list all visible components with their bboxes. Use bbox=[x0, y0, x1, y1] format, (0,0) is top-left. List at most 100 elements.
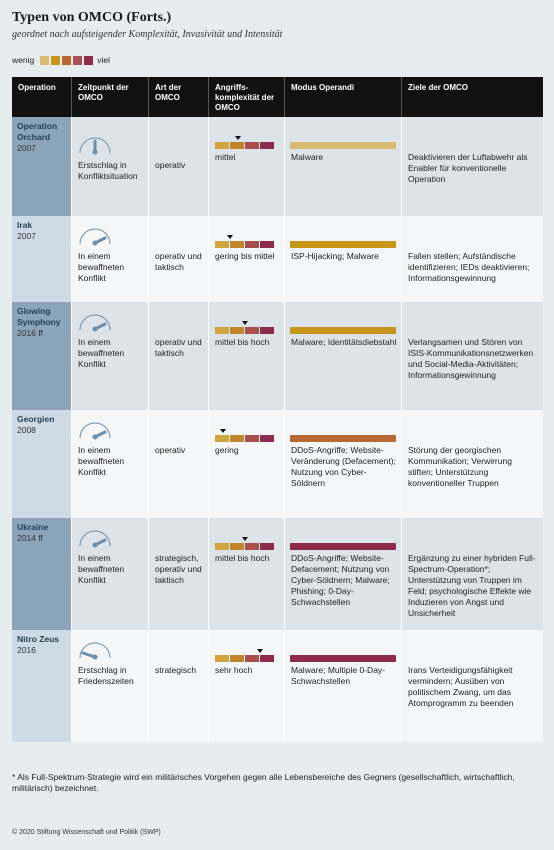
complexity-segment bbox=[245, 241, 259, 248]
complexity-segment bbox=[260, 142, 274, 149]
modus-text: DDoS-Angriffe; Website-Defacement; Nutzu… bbox=[291, 553, 390, 607]
complexity-cell: gering bbox=[209, 410, 285, 518]
time-text: In einem bewaffneten Konflikt bbox=[78, 553, 125, 585]
modus-cell: ISP-Hijacking; Malware bbox=[285, 216, 402, 302]
complexity-cell: gering bis mittel bbox=[209, 216, 285, 302]
complexity-segment bbox=[215, 655, 229, 662]
operation-year: 2007 bbox=[17, 231, 36, 241]
timing-gauge-icon bbox=[79, 137, 111, 155]
complexity-segment bbox=[260, 655, 274, 662]
modus-cell: Malware bbox=[285, 117, 402, 216]
operation-name: Glowing Symphony bbox=[17, 306, 61, 327]
operation-name: Ukraine bbox=[17, 522, 49, 532]
legend-swatch-4 bbox=[73, 55, 83, 65]
modus-text: ISP-Hijacking; Malware bbox=[291, 251, 379, 261]
table-row: Ukraine 2014 ff In einem bewaffneten Konfl… bbox=[12, 518, 543, 630]
complexity-segment bbox=[230, 142, 244, 149]
complexity-segment bbox=[230, 543, 244, 550]
table-row: Georgien 2008 In einem bewaffneten Konflik… bbox=[12, 410, 543, 518]
timing-gauge-icon bbox=[79, 422, 111, 440]
operation-cell: Glowing Symphony 2016 ff bbox=[12, 302, 72, 410]
header-complexity: Angriffs-komplexität der OMCO bbox=[209, 77, 285, 117]
type-cell: operativ und taktisch bbox=[149, 216, 209, 302]
modus-bar bbox=[290, 327, 396, 334]
header-type: Art der OMCO bbox=[149, 77, 209, 117]
operation-cell: Georgien 2008 bbox=[12, 410, 72, 518]
time-text: Erstschlag in Friedenszeiten bbox=[78, 665, 134, 686]
table-body: Operation Orchard 2007 Erstschlag in Konfl… bbox=[12, 117, 543, 742]
header-modus: Modus Operandi bbox=[285, 77, 402, 117]
type-text: strategisch bbox=[155, 665, 197, 675]
complexity-segment bbox=[260, 327, 274, 334]
modus-cell: DDoS-Angriffe; Website-Defacement; Nutzu… bbox=[285, 518, 402, 630]
complexity-scale bbox=[215, 241, 275, 248]
goals-text: Störung der georgischen Kommunikation; V… bbox=[408, 445, 512, 488]
time-text: In einem bewaffneten Konflikt bbox=[78, 445, 125, 477]
complexity-segment bbox=[215, 142, 229, 149]
modus-text: DDoS-Angriffe; Website-Veränderung (Defa… bbox=[291, 445, 396, 488]
goals-cell: Verlangsamen und Stören von ISIS-Kommuni… bbox=[402, 302, 543, 410]
goals-text: Ergänzung zu einer hybriden Full-Spectru… bbox=[408, 553, 536, 618]
complexity-segment bbox=[230, 435, 244, 442]
complexity-segment bbox=[245, 655, 259, 662]
operation-cell: Operation Orchard 2007 bbox=[12, 117, 72, 216]
header-time: Zeitpunkt der OMCO bbox=[72, 77, 149, 117]
timing-gauge-icon bbox=[79, 314, 111, 332]
complexity-segment bbox=[245, 142, 259, 149]
complexity-marker bbox=[219, 429, 226, 433]
complexity-cell: mittel bbox=[209, 117, 285, 216]
complexity-cell: sehr hoch bbox=[209, 630, 285, 742]
operation-year: 2007 bbox=[17, 143, 36, 153]
complexity-scale bbox=[215, 142, 275, 149]
complexity-label: mittel bbox=[215, 152, 236, 162]
complexity-scale bbox=[215, 543, 275, 550]
legend-swatch-2 bbox=[51, 55, 61, 65]
operation-year: 2016 ff bbox=[17, 328, 43, 338]
complexity-segment bbox=[230, 655, 244, 662]
modus-bar bbox=[290, 142, 396, 149]
complexity-cell: mittel bis hoch bbox=[209, 302, 285, 410]
table-row: Glowing Symphony 2016 ff In einem bewaffne… bbox=[12, 302, 543, 410]
time-cell: In einem bewaffneten Konflikt bbox=[72, 410, 149, 518]
goals-cell: Störung der georgischen Kommunikation; V… bbox=[402, 410, 543, 518]
goals-cell: Fallen stellen; Aufständische identifizi… bbox=[402, 216, 543, 302]
copyright: © 2020 Stiftung Wissenschaft und Politik… bbox=[12, 829, 161, 836]
complexity-segment bbox=[215, 435, 229, 442]
page-subtitle: geordnet nach aufsteigender Komplexität,… bbox=[12, 29, 283, 40]
modus-cell: DDoS-Angriffe; Website-Veränderung (Defa… bbox=[285, 410, 402, 518]
type-text: operativ und taktisch bbox=[155, 251, 202, 272]
goals-text: Verlangsamen und Stören von ISIS-Kommuni… bbox=[408, 337, 534, 380]
time-text: In einem bewaffneten Konflikt bbox=[78, 337, 125, 369]
operation-name: Nitro Zeus bbox=[17, 634, 60, 644]
goals-text: Fallen stellen; Aufständische identifizi… bbox=[408, 251, 530, 283]
complexity-segment bbox=[215, 241, 229, 248]
table-header: Operation Zeitpunkt der OMCO Art der OMC… bbox=[12, 77, 543, 117]
goals-cell: Ergänzung zu einer hybriden Full-Spectru… bbox=[402, 518, 543, 630]
complexity-label: gering bis mittel bbox=[215, 251, 275, 261]
time-cell: In einem bewaffneten Konflikt bbox=[72, 302, 149, 410]
type-cell: strategisch bbox=[149, 630, 209, 742]
complexity-marker bbox=[227, 235, 233, 239]
complexity-segment bbox=[260, 543, 274, 550]
modus-cell: Malware; Identitätsdiebstahl bbox=[285, 302, 402, 410]
time-cell: In einem bewaffneten Konflikt bbox=[72, 518, 149, 630]
type-cell: strategisch, operativ und taktisch bbox=[149, 518, 209, 630]
operation-year: 2016 bbox=[17, 645, 36, 655]
modus-bar bbox=[290, 655, 396, 662]
operation-cell: Irak 2007 bbox=[12, 216, 72, 302]
type-text: operativ bbox=[155, 160, 186, 170]
goals-cell: Deaktivieren der Luftabwehr als Enabler … bbox=[402, 117, 543, 216]
modus-bar bbox=[290, 435, 396, 442]
complexity-segment bbox=[245, 543, 259, 550]
modus-bar bbox=[290, 241, 396, 248]
header-goals: Ziele der OMCO bbox=[408, 83, 469, 92]
operation-name: Georgien bbox=[17, 414, 55, 424]
complexity-marker bbox=[242, 537, 248, 541]
complexity-segment bbox=[215, 543, 229, 550]
legend-swatch-1 bbox=[40, 55, 50, 65]
timing-gauge-icon bbox=[79, 530, 111, 548]
type-text: operativ und taktisch bbox=[155, 337, 202, 358]
type-text: strategisch, operativ und taktisch bbox=[155, 553, 202, 585]
complexity-segment bbox=[245, 327, 259, 334]
time-text: In einem bewaffneten Konflikt bbox=[78, 251, 125, 283]
